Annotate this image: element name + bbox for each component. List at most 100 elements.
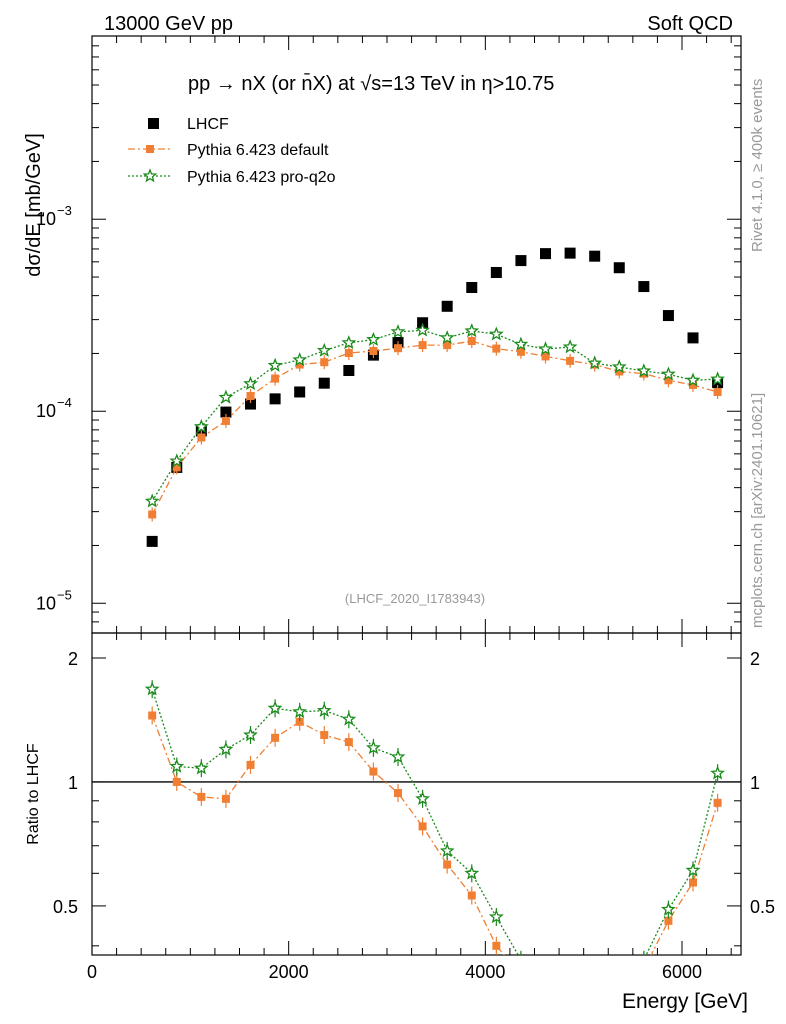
pythia-6-423-pro-q2o-point	[464, 323, 480, 338]
pythia-6-423-pro-q2o-point	[218, 389, 234, 404]
pythia-6-423-default-point	[344, 349, 353, 358]
pythia-6-423-default-point	[172, 463, 181, 472]
pythia-6-423-default-point	[516, 347, 525, 356]
pythia-6-423-pro-q2o-point	[415, 322, 430, 337]
pythia-6-423-pro-q2o-ratio-line	[151, 689, 719, 955]
x-tick-label: 6000	[662, 962, 702, 982]
pythia-6-423-pro-q2o-point	[193, 419, 209, 434]
pythia-6-423-pro-q2o-point	[611, 359, 627, 374]
pythia-6-423-default-ratio-point	[517, 971, 525, 979]
lhcf-point	[564, 247, 576, 259]
ratio-marks	[144, 680, 725, 1020]
ratio-y-tick-label-right: 1	[750, 773, 760, 793]
ratio-plot-frame	[91, 632, 742, 956]
pythia-6-423-default-ratio-point	[221, 794, 230, 803]
pythia-6-423-pro-q2o-point	[587, 355, 603, 370]
pythia-6-423-default-ratio-point	[418, 822, 427, 831]
pythia-6-423-default-point	[148, 510, 157, 519]
pythia-6-423-pro-q2o-ratio-point	[685, 862, 701, 877]
pythia-6-423-pro-q2o-ratio-point	[660, 901, 676, 916]
lhcf-point	[662, 310, 674, 322]
pythia-6-423-pro-q2o-ratio-point	[341, 711, 357, 726]
pythia-6-423-default-point	[246, 392, 255, 401]
lhcf-point	[540, 248, 552, 260]
pythia-6-423-pro-q2o-point	[710, 371, 725, 386]
top-y-tick-exponent: −3	[57, 203, 72, 218]
pythia-6-423-default-line	[151, 340, 718, 515]
x-tick-label: 2000	[269, 962, 309, 982]
pythia-6-423-default-point	[664, 376, 673, 385]
pythia-6-423-pro-q2o-ratio-point	[488, 909, 504, 924]
pythia-6-423-pro-q2o-ratio-point	[218, 741, 234, 756]
top-y-tick-exponent: −4	[57, 395, 72, 410]
pythia-6-423-pro-q2o-ratio-point	[642, 952, 645, 955]
header-left: 13000 GeV pp	[104, 13, 233, 35]
pythia-6-423-pro-q2o-point	[488, 326, 504, 341]
lhcf-point	[490, 266, 502, 278]
lhcf-point	[220, 406, 232, 418]
pythia-6-423-default-point	[394, 344, 403, 353]
legend: LHCF Pythia 6.423 default Pythia 6.423 p…	[128, 116, 336, 186]
lhcf-point	[343, 364, 355, 376]
pythia-6-423-pro-q2o-ratio-point	[540, 980, 551, 991]
lhcf-point	[269, 393, 281, 405]
lhcf-point	[294, 386, 306, 398]
header-right: Soft QCD	[647, 13, 733, 35]
legend-marker-pythia-pro-q2o	[142, 168, 158, 183]
pythia-6-423-pro-q2o-point	[169, 453, 185, 468]
pythia-6-423-default-point	[566, 356, 575, 365]
pythia-6-423-default-ratio-point	[369, 767, 378, 776]
pythia-6-423-default-point	[369, 346, 378, 355]
pythia-6-423-pro-q2o-point	[538, 341, 553, 356]
legend-label-lhcf: LHCF	[187, 116, 229, 133]
pythia-6-423-default-ratio-point	[394, 789, 403, 798]
pythia-6-423-default-point	[492, 344, 501, 353]
pythia-6-423-pro-q2o-point	[243, 375, 258, 391]
pythia-6-423-pro-q2o-point	[390, 324, 406, 339]
pythia-6-423-default-ratio-point	[467, 891, 476, 900]
lhcf-point	[466, 282, 478, 294]
pythia-6-423-default-ratio-point	[295, 717, 304, 726]
pythia-6-423-pro-q2o-point	[267, 357, 283, 372]
pythia-6-423-pro-q2o-ratio-point	[519, 952, 523, 955]
pythia-6-423-default-ratio-point	[271, 733, 280, 742]
pythia-6-423-pro-q2o-ratio-point	[267, 700, 283, 715]
pythia-6-423-default-ratio-point	[443, 860, 452, 869]
ratio-y-tick-label: 1	[68, 773, 78, 793]
pythia-6-423-default-ratio-point	[640, 966, 648, 974]
pythia-6-423-pro-q2o-point	[685, 372, 701, 387]
pythia-6-423-default-ratio-point	[566, 1012, 574, 1020]
x-tick-label: 4000	[465, 962, 505, 982]
lhcf-point	[589, 250, 601, 262]
pythia-6-423-default-ratio-point	[492, 941, 501, 950]
pythia-6-423-pro-q2o-ratio-point	[316, 702, 332, 717]
x-axis-label: Energy [GeV]	[622, 990, 748, 1013]
pythia-6-423-pro-q2o-point	[292, 352, 308, 367]
legend-marker-pythia-default	[146, 145, 154, 153]
pythia-6-423-pro-q2o-ratio-point	[564, 974, 575, 985]
rivet-info: Rivet 4.1.0, ≥ 400k events	[749, 79, 766, 252]
pythia-6-423-pro-q2o-ratio-point	[439, 843, 455, 858]
top-y-axis-label: dσ/dE [mb/GeV]	[23, 133, 45, 277]
pythia-6-423-default-ratio-point	[197, 792, 206, 801]
lhcf-point	[441, 300, 453, 312]
pythia-6-423-pro-q2o-ratio-point	[365, 740, 381, 755]
lhcf-point	[515, 255, 527, 267]
pythia-6-423-pro-q2o-ratio-point	[243, 727, 258, 742]
pythia-6-423-default-ratio-point	[664, 916, 673, 925]
lhcf-point	[687, 332, 699, 344]
pythia-6-423-pro-q2o-point	[562, 339, 578, 354]
pythia-6-423-default-ratio-point	[713, 798, 722, 807]
plot-title: pp → nX (or n̄X) at √s=13 TeV in η>10.75	[188, 72, 554, 95]
pythia-6-423-default-point	[320, 358, 329, 367]
pythia-6-423-default-ratio-point	[172, 777, 181, 786]
ratio-y-tick-label-right: 2	[750, 649, 760, 669]
lhcf-point	[638, 281, 650, 293]
pythia-6-423-default-point	[271, 374, 280, 383]
pythia-6-423-pro-q2o-ratio-point	[710, 765, 725, 780]
pythia-6-423-default-ratio-point	[148, 711, 157, 720]
pythia-6-423-pro-q2o-ratio-point	[464, 865, 480, 880]
pythia-6-423-default-ratio-point	[591, 1012, 599, 1020]
